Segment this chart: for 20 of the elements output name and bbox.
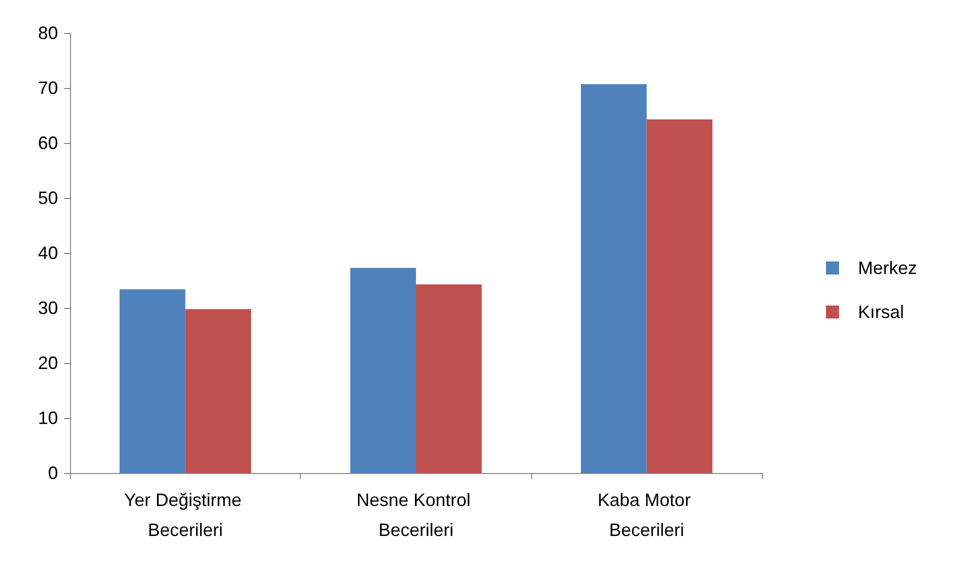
y-tick-label: 40 — [38, 243, 58, 263]
y-tick-label: 60 — [38, 133, 58, 153]
x-tick-label: Yer Değiştirme Becerileri — [124, 490, 247, 540]
bar — [350, 268, 416, 473]
y-tick-label: 20 — [38, 353, 58, 373]
y-tick-label: 30 — [38, 298, 58, 318]
legend-label: Kırsal — [858, 302, 904, 322]
legend-label: Merkez — [858, 258, 918, 278]
bar — [120, 289, 186, 473]
bar — [646, 119, 712, 473]
bar — [185, 309, 252, 473]
y-tick-label: 70 — [38, 78, 58, 98]
y-tick-label: 50 — [38, 188, 58, 208]
y-tick-label: 80 — [38, 23, 58, 43]
x-tick-label: Kaba Motor Becerileri — [598, 490, 696, 540]
y-tick-label: 10 — [38, 408, 58, 428]
x-tick-label: Nesne Kontrol Becerileri — [356, 490, 476, 540]
bar — [416, 284, 482, 473]
y-tick-label: 0 — [48, 463, 58, 483]
bar — [580, 84, 647, 473]
